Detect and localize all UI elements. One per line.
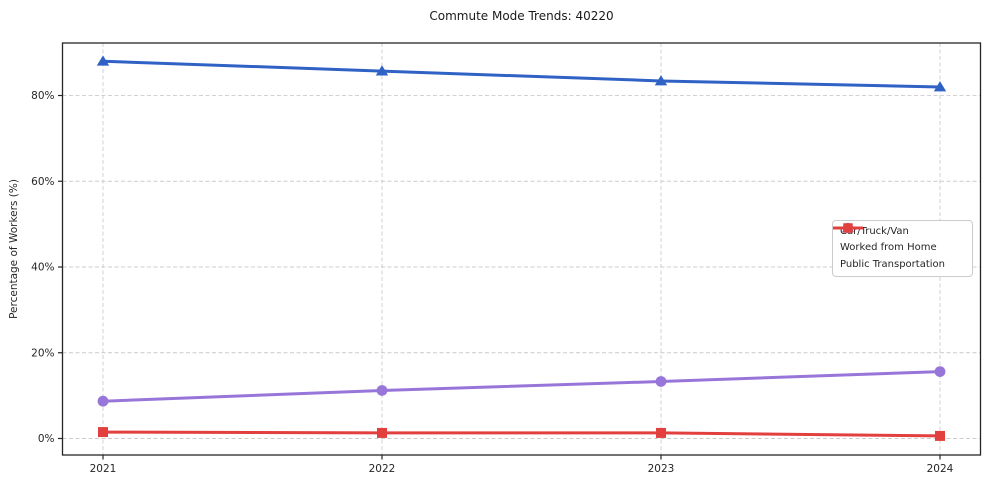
square-marker-icon	[935, 430, 945, 441]
triangle-marker-icon	[654, 75, 668, 86]
square-marker-icon	[377, 427, 387, 438]
x-tick-label: 2023	[648, 463, 675, 475]
triangle-marker-icon	[375, 65, 389, 76]
series-public-transportation	[98, 427, 945, 441]
legend-label: Worked from Home	[840, 242, 937, 254]
x-tick-label: 2024	[927, 463, 954, 475]
y-tick-label: 0%	[38, 433, 55, 445]
x-tick-label: 2021	[90, 463, 117, 475]
square-marker-icon	[843, 223, 853, 233]
triangle-marker-icon	[96, 55, 110, 66]
circle-marker-icon	[376, 385, 388, 396]
series-worked-from-home	[97, 366, 946, 407]
series-line	[101, 370, 942, 403]
circle-marker-icon	[934, 366, 946, 378]
triangle-marker-icon	[933, 81, 947, 92]
y-tick-label: 20%	[31, 347, 54, 359]
y-tick-label: 40%	[31, 262, 54, 274]
legend: Car/Truck/Van Worked from Home Public Tran…	[832, 220, 973, 277]
y-tick-label: 60%	[31, 176, 54, 188]
square-marker-icon	[656, 427, 666, 438]
circle-marker-icon	[97, 395, 109, 407]
chart-title: Commute Mode Trends: 40220	[429, 9, 614, 23]
legend-label: Public Transportation	[840, 258, 945, 270]
circle-marker-icon	[655, 376, 667, 387]
legend-line-sample	[833, 223, 863, 233]
square-marker-icon	[98, 427, 108, 438]
legend-label: Car/Truck/Van	[840, 226, 909, 238]
series-line	[101, 430, 942, 438]
plot-border	[61, 42, 982, 456]
legend-item-worked-from-home: Worked from Home	[833, 222, 972, 254]
series-car-truck-van	[96, 55, 947, 92]
y-tick-label: 80%	[31, 90, 54, 102]
x-tick-label: 2022	[369, 463, 396, 475]
legend-item-public-transportation: Public Transportation	[833, 223, 972, 270]
series-line	[101, 59, 942, 89]
